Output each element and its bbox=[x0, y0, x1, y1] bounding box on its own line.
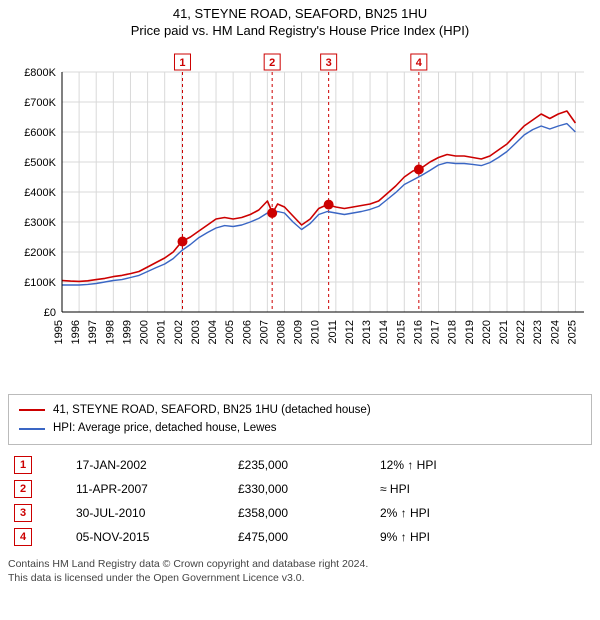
legend-item: HPI: Average price, detached house, Lewe… bbox=[19, 419, 581, 437]
legend: 41, STEYNE ROAD, SEAFORD, BN25 1HU (deta… bbox=[8, 394, 592, 445]
svg-text:£200K: £200K bbox=[24, 247, 56, 259]
table-row: 1 17-JAN-2002£235,00012% ↑ HPI bbox=[8, 453, 592, 477]
tx-delta: 2% ↑ HPI bbox=[374, 501, 592, 525]
row-badge: 3 bbox=[14, 504, 32, 522]
svg-text:£300K: £300K bbox=[24, 217, 56, 229]
svg-text:£100K: £100K bbox=[24, 277, 56, 289]
svg-text:£700K: £700K bbox=[24, 97, 56, 109]
svg-text:2011: 2011 bbox=[327, 320, 339, 344]
tx-delta: 12% ↑ HPI bbox=[374, 453, 592, 477]
legend-label: HPI: Average price, detached house, Lewe… bbox=[53, 419, 277, 437]
svg-text:2016: 2016 bbox=[412, 320, 424, 344]
svg-text:2009: 2009 bbox=[293, 320, 305, 344]
svg-text:2010: 2010 bbox=[310, 320, 322, 344]
tx-date: 05-NOV-2015 bbox=[70, 525, 232, 549]
tx-date: 30-JUL-2010 bbox=[70, 501, 232, 525]
svg-text:1996: 1996 bbox=[70, 320, 82, 344]
svg-text:2013: 2013 bbox=[361, 320, 373, 344]
table-row: 3 30-JUL-2010£358,0002% ↑ HPI bbox=[8, 501, 592, 525]
svg-text:1: 1 bbox=[179, 57, 185, 69]
row-badge: 1 bbox=[14, 456, 32, 474]
svg-text:2007: 2007 bbox=[258, 320, 270, 344]
svg-text:1998: 1998 bbox=[104, 320, 116, 344]
svg-text:£600K: £600K bbox=[24, 127, 56, 139]
svg-text:4: 4 bbox=[416, 57, 423, 69]
legend-swatch-blue bbox=[19, 428, 45, 430]
footer-line: Contains HM Land Registry data © Crown c… bbox=[8, 557, 592, 571]
svg-text:2021: 2021 bbox=[498, 320, 510, 344]
svg-text:2024: 2024 bbox=[549, 320, 561, 344]
tx-delta: 9% ↑ HPI bbox=[374, 525, 592, 549]
svg-text:2: 2 bbox=[269, 57, 275, 69]
legend-label: 41, STEYNE ROAD, SEAFORD, BN25 1HU (deta… bbox=[53, 401, 371, 419]
svg-text:1997: 1997 bbox=[87, 320, 99, 344]
address-title: 41, STEYNE ROAD, SEAFORD, BN25 1HU bbox=[8, 6, 592, 21]
svg-text:2014: 2014 bbox=[378, 320, 390, 344]
table-row: 2 11-APR-2007£330,000≈ HPI bbox=[8, 477, 592, 501]
svg-text:2020: 2020 bbox=[481, 320, 493, 344]
legend-item: 41, STEYNE ROAD, SEAFORD, BN25 1HU (deta… bbox=[19, 401, 581, 419]
tx-price: £475,000 bbox=[232, 525, 374, 549]
tx-price: £330,000 bbox=[232, 477, 374, 501]
svg-text:2022: 2022 bbox=[515, 320, 527, 344]
svg-text:£0: £0 bbox=[44, 307, 56, 319]
svg-text:2008: 2008 bbox=[275, 320, 287, 344]
svg-text:2005: 2005 bbox=[224, 320, 236, 344]
svg-text:£400K: £400K bbox=[24, 187, 56, 199]
legend-swatch-red bbox=[19, 409, 45, 411]
svg-text:2004: 2004 bbox=[207, 320, 219, 344]
svg-text:2015: 2015 bbox=[395, 320, 407, 344]
transactions-table: 1 17-JAN-2002£235,00012% ↑ HPI 2 11-APR-200… bbox=[8, 453, 592, 549]
svg-text:2002: 2002 bbox=[173, 320, 185, 344]
tx-date: 11-APR-2007 bbox=[70, 477, 232, 501]
row-badge: 2 bbox=[14, 480, 32, 498]
chart: £0 £100K £200K £300K £400K £500K £600K £700K £80… bbox=[8, 44, 592, 384]
svg-text:1995: 1995 bbox=[53, 320, 65, 344]
svg-text:2003: 2003 bbox=[190, 320, 202, 344]
svg-text:2017: 2017 bbox=[430, 320, 442, 344]
chart-svg: £0 £100K £200K £300K £400K £500K £600K £700K £80… bbox=[8, 44, 592, 384]
svg-text:2023: 2023 bbox=[532, 320, 544, 344]
svg-text:2019: 2019 bbox=[464, 320, 476, 344]
svg-text:2000: 2000 bbox=[139, 320, 151, 344]
footer-line: This data is licensed under the Open Gov… bbox=[8, 571, 592, 585]
tx-date: 17-JAN-2002 bbox=[70, 453, 232, 477]
svg-text:3: 3 bbox=[326, 57, 332, 69]
svg-text:2018: 2018 bbox=[447, 320, 459, 344]
tx-price: £358,000 bbox=[232, 501, 374, 525]
svg-text:£800K: £800K bbox=[24, 67, 56, 79]
svg-text:2006: 2006 bbox=[241, 320, 253, 344]
row-badge: 4 bbox=[14, 528, 32, 546]
title-block: 41, STEYNE ROAD, SEAFORD, BN25 1HU Price… bbox=[8, 6, 592, 38]
svg-text:2012: 2012 bbox=[344, 320, 356, 344]
svg-text:2025: 2025 bbox=[566, 320, 578, 344]
chart-subtitle: Price paid vs. HM Land Registry's House … bbox=[8, 23, 592, 38]
table-row: 4 05-NOV-2015£475,0009% ↑ HPI bbox=[8, 525, 592, 549]
svg-text:2001: 2001 bbox=[156, 320, 168, 344]
figure-container: 41, STEYNE ROAD, SEAFORD, BN25 1HU Price… bbox=[0, 0, 600, 595]
svg-text:£500K: £500K bbox=[24, 157, 56, 169]
tx-price: £235,000 bbox=[232, 453, 374, 477]
tx-delta: ≈ HPI bbox=[374, 477, 592, 501]
footer: Contains HM Land Registry data © Crown c… bbox=[8, 557, 592, 585]
svg-text:1999: 1999 bbox=[121, 320, 133, 344]
